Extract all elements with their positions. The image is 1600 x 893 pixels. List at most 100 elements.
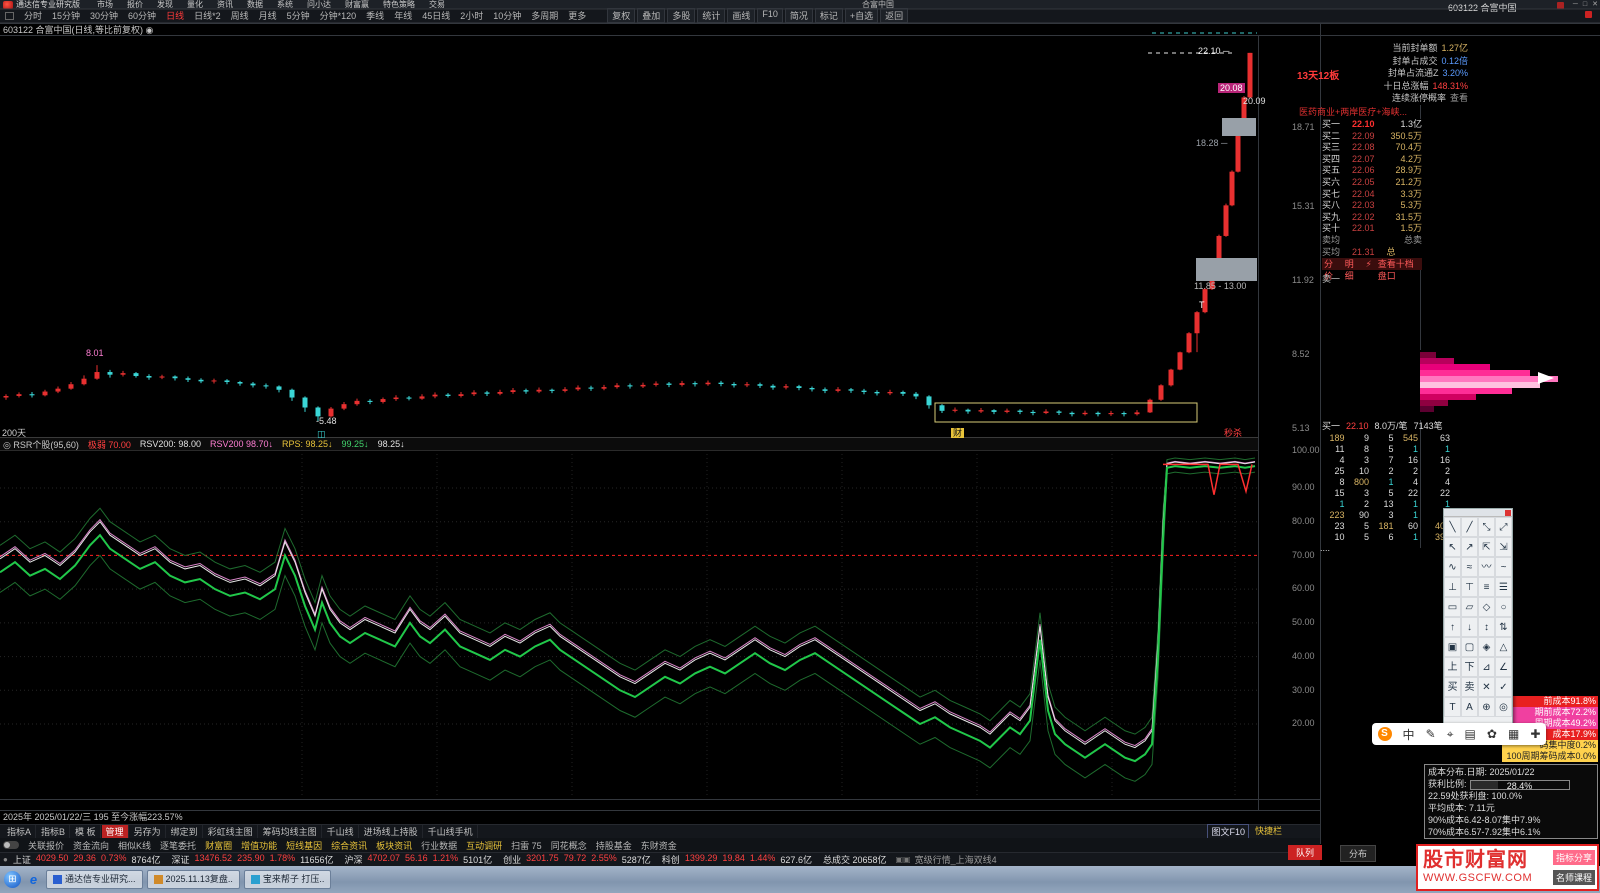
grid-icon[interactable]: ▦ xyxy=(1507,727,1520,741)
drawing-tool-icon[interactable]: 上 xyxy=(1444,657,1461,677)
menu-item-9[interactable]: 特色策略 xyxy=(383,0,415,9)
period-tab[interactable]: 10分钟 xyxy=(493,11,522,21)
book-tab[interactable]: 查看十档盘口 xyxy=(1377,259,1414,281)
menu-item-4[interactable]: 资讯 xyxy=(217,0,233,9)
order-book-row[interactable]: 买五 22.06 28.9万 xyxy=(1322,165,1422,177)
indicator-toolbar-item[interactable]: 绑定到 xyxy=(167,825,203,838)
order-book-row[interactable]: 买四 22.07 4.2万 xyxy=(1322,154,1422,166)
drawing-tool-icon[interactable]: ▭ xyxy=(1444,597,1461,617)
period-tab[interactable]: 45日线 xyxy=(422,11,451,21)
drawing-tool-icon[interactable]: ↖ xyxy=(1444,537,1461,557)
browser-icon[interactable]: e xyxy=(29,872,38,887)
drawing-tool-icon[interactable]: ☰ xyxy=(1495,577,1512,597)
indicator-header[interactable]: ◎ RSR个股(95,60) 极弱 70.00 RSV200: 98.00 RSV20… xyxy=(0,437,1258,451)
drawing-tool-icon[interactable]: ▱ xyxy=(1461,597,1478,617)
book-tab[interactable]: 明细 xyxy=(1344,259,1354,281)
indicator-toolbar-item[interactable]: 进场线上持股 xyxy=(360,825,423,838)
drawing-tool-icon[interactable]: ✓ xyxy=(1495,677,1512,697)
function-toolbar-item[interactable]: 逐笔委托 xyxy=(160,840,197,851)
indicator-toolbar-item[interactable]: 指标A xyxy=(3,825,37,838)
bid-queue-grid[interactable]: 189 9 5 545 11 8 5 1 4 3 7 16 25 10 2 2 8 800 1 4 15 3 5 22 1 2 13… xyxy=(1320,433,1418,554)
drawing-tool-icon[interactable]: ≈ xyxy=(1461,557,1478,577)
taskbar-window-button[interactable]: 宝来帮子 打压.. xyxy=(243,870,332,889)
pen-icon[interactable]: ✎ xyxy=(1425,727,1436,741)
index-group[interactable]: 深证 13476.52 235.90 1.78% 11656亿 xyxy=(172,853,334,866)
drawing-tool-icon[interactable]: 〰 xyxy=(1478,557,1495,577)
order-book-row[interactable]: 买七 22.04 3.3万 xyxy=(1322,189,1422,201)
drawing-tool-icon[interactable]: A xyxy=(1461,697,1478,717)
period-tab[interactable]: 60分钟 xyxy=(128,11,157,21)
function-toolbar-item[interactable]: 东财资金 xyxy=(640,840,677,851)
drawing-tool-icon[interactable]: ↕ xyxy=(1478,617,1495,637)
drawing-tool-icon[interactable]: ⇅ xyxy=(1495,617,1512,637)
drawing-tool-icon[interactable]: ⤡ xyxy=(1478,517,1495,537)
period-tab[interactable]: 分钟*120 xyxy=(319,11,357,21)
index-group[interactable]: 沪深 4702.07 56.16 1.21% 5101亿 xyxy=(344,853,492,866)
period-tab[interactable]: 日线*2 xyxy=(194,11,221,21)
index-group[interactable]: 科创 1399.29 19.84 1.44% 627.6亿 xyxy=(662,853,812,866)
order-book-row[interactable]: 买二 22.09 350.5万 xyxy=(1322,131,1422,143)
order-book-row[interactable]: 买九 22.02 31.5万 xyxy=(1322,212,1422,224)
index-group[interactable]: 创业 3201.75 79.72 2.55% 5287亿 xyxy=(503,853,651,866)
indicator-toolbar-item[interactable]: 模 板 xyxy=(71,825,101,838)
function-toolbar-item[interactable]: 板块资讯 xyxy=(376,840,413,851)
drawing-tool-icon[interactable]: ◈ xyxy=(1478,637,1495,657)
indicator-toolbar-item[interactable]: 千山线 xyxy=(323,825,359,838)
queue-button[interactable]: 队列 xyxy=(1288,845,1323,860)
speaker-icon[interactable] xyxy=(1557,2,1564,9)
restore-button[interactable]: □ xyxy=(1582,1,1588,8)
graphic-f10-button[interactable]: 图文F10 xyxy=(1207,824,1249,839)
drawing-tool-icon[interactable]: ⊥ xyxy=(1444,577,1461,597)
drawing-tool-icon[interactable]: ∠ xyxy=(1495,657,1512,677)
function-toolbar-item[interactable]: 关联报价 xyxy=(28,840,65,851)
period-tab[interactable]: 更多 xyxy=(568,11,587,21)
drawing-tool-icon[interactable]: ╲ xyxy=(1444,517,1461,537)
index-group[interactable]: 上证 4029.50 29.36 0.73% 8764亿 xyxy=(13,853,161,866)
start-button-icon[interactable]: ⊞ xyxy=(4,871,21,888)
drawing-tool-icon[interactable]: 买 xyxy=(1444,677,1461,697)
period-tab[interactable]: 5分钟 xyxy=(286,11,310,21)
drawing-tool-icon[interactable]: ⊤ xyxy=(1461,577,1478,597)
drawing-tool-icon[interactable]: ▣ xyxy=(1444,637,1461,657)
book-tab[interactable]: 分价 xyxy=(1324,259,1334,281)
drawing-toolbar-titlebar[interactable] xyxy=(1444,509,1512,517)
order-book-row[interactable]: 买十 22.01 1.5万 xyxy=(1322,223,1422,235)
drawing-tool-icon[interactable]: ▢ xyxy=(1461,637,1478,657)
period-tab[interactable]: 月线 xyxy=(258,11,277,21)
function-toolbar-item[interactable]: 持股基金 xyxy=(595,840,632,851)
drawing-tool-icon[interactable]: T xyxy=(1444,697,1461,717)
indicator-toolbar-item[interactable]: 指标B xyxy=(37,825,71,838)
period-tab[interactable]: 日线 xyxy=(166,11,185,21)
function-toolbar-item[interactable]: 扫雷 75 xyxy=(511,840,542,851)
drawing-tool-icon[interactable]: ~ xyxy=(1495,557,1512,577)
menu-item-0[interactable]: 市场 xyxy=(97,0,113,9)
paw-icon[interactable]: ✿ xyxy=(1486,727,1497,741)
menu-item-10[interactable]: 交易 xyxy=(429,0,445,9)
drawing-tool-icon[interactable]: ◇ xyxy=(1478,597,1495,617)
period-tab[interactable]: 多周期 xyxy=(531,11,559,21)
menu-item-8[interactable]: 财富赢 xyxy=(345,0,369,9)
order-book-row[interactable]: 买三 22.08 70.4万 xyxy=(1322,142,1422,154)
indicator-toolbar-item[interactable]: 彩虹线主图 xyxy=(204,825,258,838)
menu-item-6[interactable]: 系统 xyxy=(277,0,293,9)
ime-icon[interactable]: 中 xyxy=(1402,727,1415,742)
indicator-toolbar-item[interactable]: 千山线手机 xyxy=(424,825,478,838)
order-book-row[interactable]: 买一 22.10 1.3亿 xyxy=(1322,119,1422,131)
drawing-tool-icon[interactable]: ⇱ xyxy=(1478,537,1495,557)
drawing-tool-icon[interactable]: △ xyxy=(1495,637,1512,657)
close-icon[interactable] xyxy=(1505,510,1511,516)
drawing-tool-icon[interactable]: ↗ xyxy=(1461,537,1478,557)
function-toolbar-item[interactable]: 行业数据 xyxy=(421,840,458,851)
indicator-toolbar-item[interactable]: 筹码均线主图 xyxy=(259,825,322,838)
taskbar-window-button[interactable]: 通达信专业研究... xyxy=(46,870,143,889)
indicator-toolbar-item[interactable]: 管理 xyxy=(101,825,129,838)
menu-item-5[interactable]: 数据 xyxy=(247,0,263,9)
drawing-tool-icon[interactable]: 卖 xyxy=(1461,677,1478,697)
drawing-tool-icon[interactable]: ⊕ xyxy=(1478,697,1495,717)
menu-item-1[interactable]: 报价 xyxy=(127,0,143,9)
order-book-row[interactable]: 买六 22.05 21.2万 xyxy=(1322,177,1422,189)
menu-item-2[interactable]: 发现 xyxy=(157,0,173,9)
drawing-tool-icon[interactable]: 下 xyxy=(1461,657,1478,677)
period-tab[interactable]: 30分钟 xyxy=(90,11,119,21)
drawing-tool-icon[interactable]: ⤢ xyxy=(1495,517,1512,537)
